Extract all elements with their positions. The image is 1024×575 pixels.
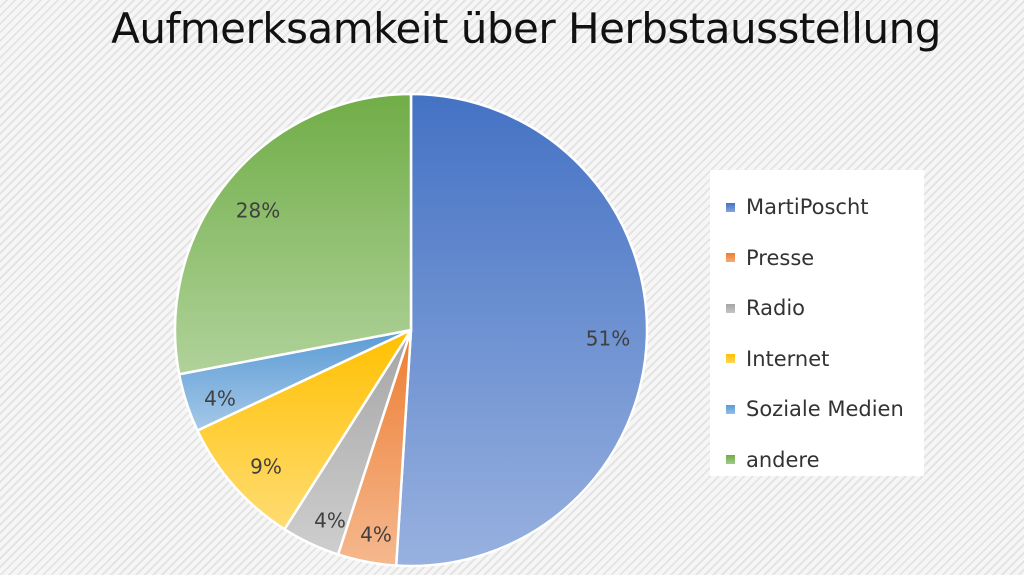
pie-slice-andere — [173, 92, 413, 376]
legend-item-soziale-medien: Soziale Medien — [710, 384, 924, 435]
legend-label: Soziale Medien — [746, 397, 904, 422]
legend-item-internet: Internet — [710, 334, 924, 385]
legend-label: andere — [746, 447, 820, 472]
legend-item-radio: Radio — [710, 283, 924, 334]
legend-swatch — [726, 303, 735, 313]
legend-label: Radio — [746, 296, 806, 321]
legend-label: MartiPoscht — [746, 195, 869, 220]
legend-swatch — [726, 455, 735, 465]
legend-swatch — [726, 253, 735, 263]
chart-title: Aufmerksamkeit über Herbstausstellung — [111, 4, 941, 53]
legend-item-andere: andere — [710, 435, 924, 486]
data-label-radio: 4% — [314, 509, 346, 533]
chart-legend: MartiPoscht Presse Radio Internet Soziale Me… — [710, 170, 924, 476]
legend-item-martiposcht: MartiPoscht — [710, 182, 924, 233]
legend-label: Presse — [746, 245, 815, 270]
legend-label: Internet — [746, 346, 830, 371]
legend-swatch — [726, 202, 735, 212]
data-label-presse: 4% — [360, 523, 392, 547]
data-label-martiposcht: 51% — [586, 327, 630, 351]
pie-slice-martiposcht — [394, 92, 649, 568]
data-label-internet: 9% — [250, 455, 282, 479]
pie-slice-internet — [196, 328, 413, 531]
legend-item-presse: Presse — [710, 233, 924, 284]
data-label-soziale-medien: 4% — [204, 387, 236, 411]
data-label-andere: 28% — [236, 199, 280, 223]
legend-swatch — [726, 354, 735, 364]
legend-swatch — [726, 404, 735, 414]
